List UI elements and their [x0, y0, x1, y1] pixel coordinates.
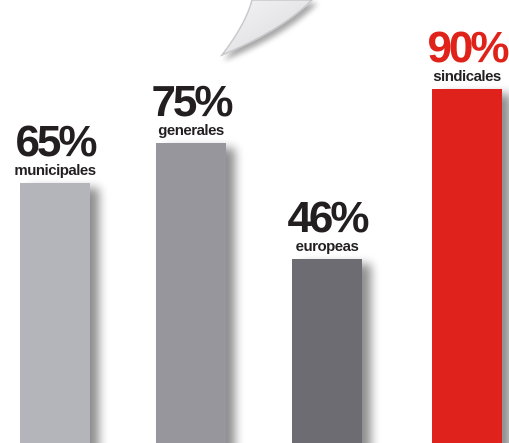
category-label-municipales: municipales: [14, 162, 95, 179]
labels-layer: 65%municipales 75%generales 46%europeas 90%…: [14, 23, 509, 255]
bars-layer: [20, 89, 502, 443]
value-label-sindicales: 90%: [427, 23, 508, 72]
bar-generales: [156, 143, 226, 443]
value-label-europeas: 46%: [287, 193, 368, 242]
category-label-sindicales: sindicales: [433, 68, 501, 85]
bar-europeas: [292, 259, 362, 443]
bar-sindicales: [432, 89, 502, 443]
value-label-municipales: 65%: [15, 117, 96, 166]
category-label-generales: generales: [158, 122, 224, 139]
value-label-generales: 75%: [151, 77, 232, 126]
bar-municipales: [20, 183, 90, 443]
speech-bubble-tail: [219, 0, 314, 57]
category-label-europeas: europeas: [296, 238, 359, 255]
